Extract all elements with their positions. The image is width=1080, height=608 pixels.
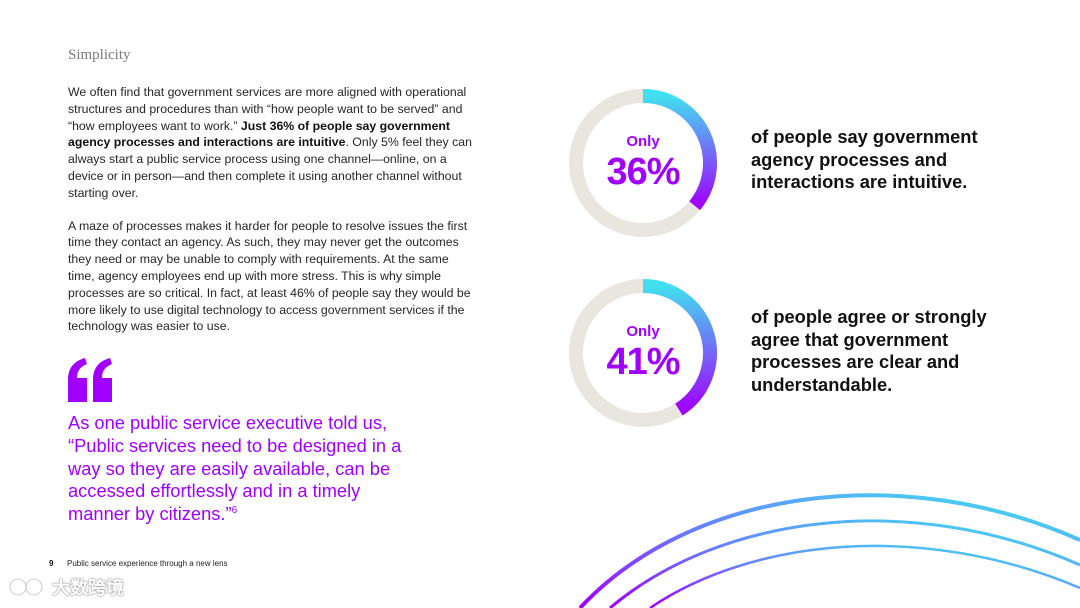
quote-mark-icon <box>66 358 114 402</box>
stat-description-1: of people say government agency processe… <box>751 126 978 192</box>
donut-chart-41-svg <box>569 279 717 427</box>
quote-text: As one public service executive told us,… <box>68 412 413 526</box>
donut-chart-36-svg <box>569 89 717 237</box>
only-label: Only <box>626 323 660 340</box>
donut-chart-41: Only 41% <box>567 277 719 429</box>
donut-arc <box>642 279 717 416</box>
wave-line <box>649 544 1080 608</box>
paragraph-1: We often find that government services a… <box>68 84 476 202</box>
watermark-logo-icon <box>8 577 44 597</box>
decorative-waves <box>578 493 1080 608</box>
body-text: We often find that government services a… <box>68 84 476 351</box>
donut-arc <box>642 89 717 211</box>
quote-footnote: 6 <box>231 505 238 517</box>
quote-body: As one public service executive told us,… <box>68 412 402 525</box>
section-title: Simplicity <box>68 47 131 63</box>
paragraph-1-highlight: Just 36% of people say government agency… <box>68 118 451 150</box>
only-label: Only <box>626 133 660 150</box>
wave-line <box>578 493 1080 608</box>
document-title: Public service experience through a new … <box>67 559 228 568</box>
wave-line <box>609 519 1080 608</box>
stat-description-2: of people agree or strongly agree that g… <box>751 306 987 395</box>
paragraph-2: A maze of processes makes it harder for … <box>68 218 471 334</box>
watermark-text: 大数跨境 <box>52 578 124 598</box>
percent-label: 41% <box>606 341 680 383</box>
page-number: 9 <box>49 559 54 568</box>
percent-label: 36% <box>606 151 680 193</box>
donut-chart-36: Only 36% <box>567 87 719 239</box>
watermark: 大数跨境 <box>6 572 124 602</box>
paragraph-1-text-end: . Only 5% feel they can always start a p… <box>68 135 472 200</box>
paragraph-1-text: We often find that government services a… <box>68 85 467 133</box>
